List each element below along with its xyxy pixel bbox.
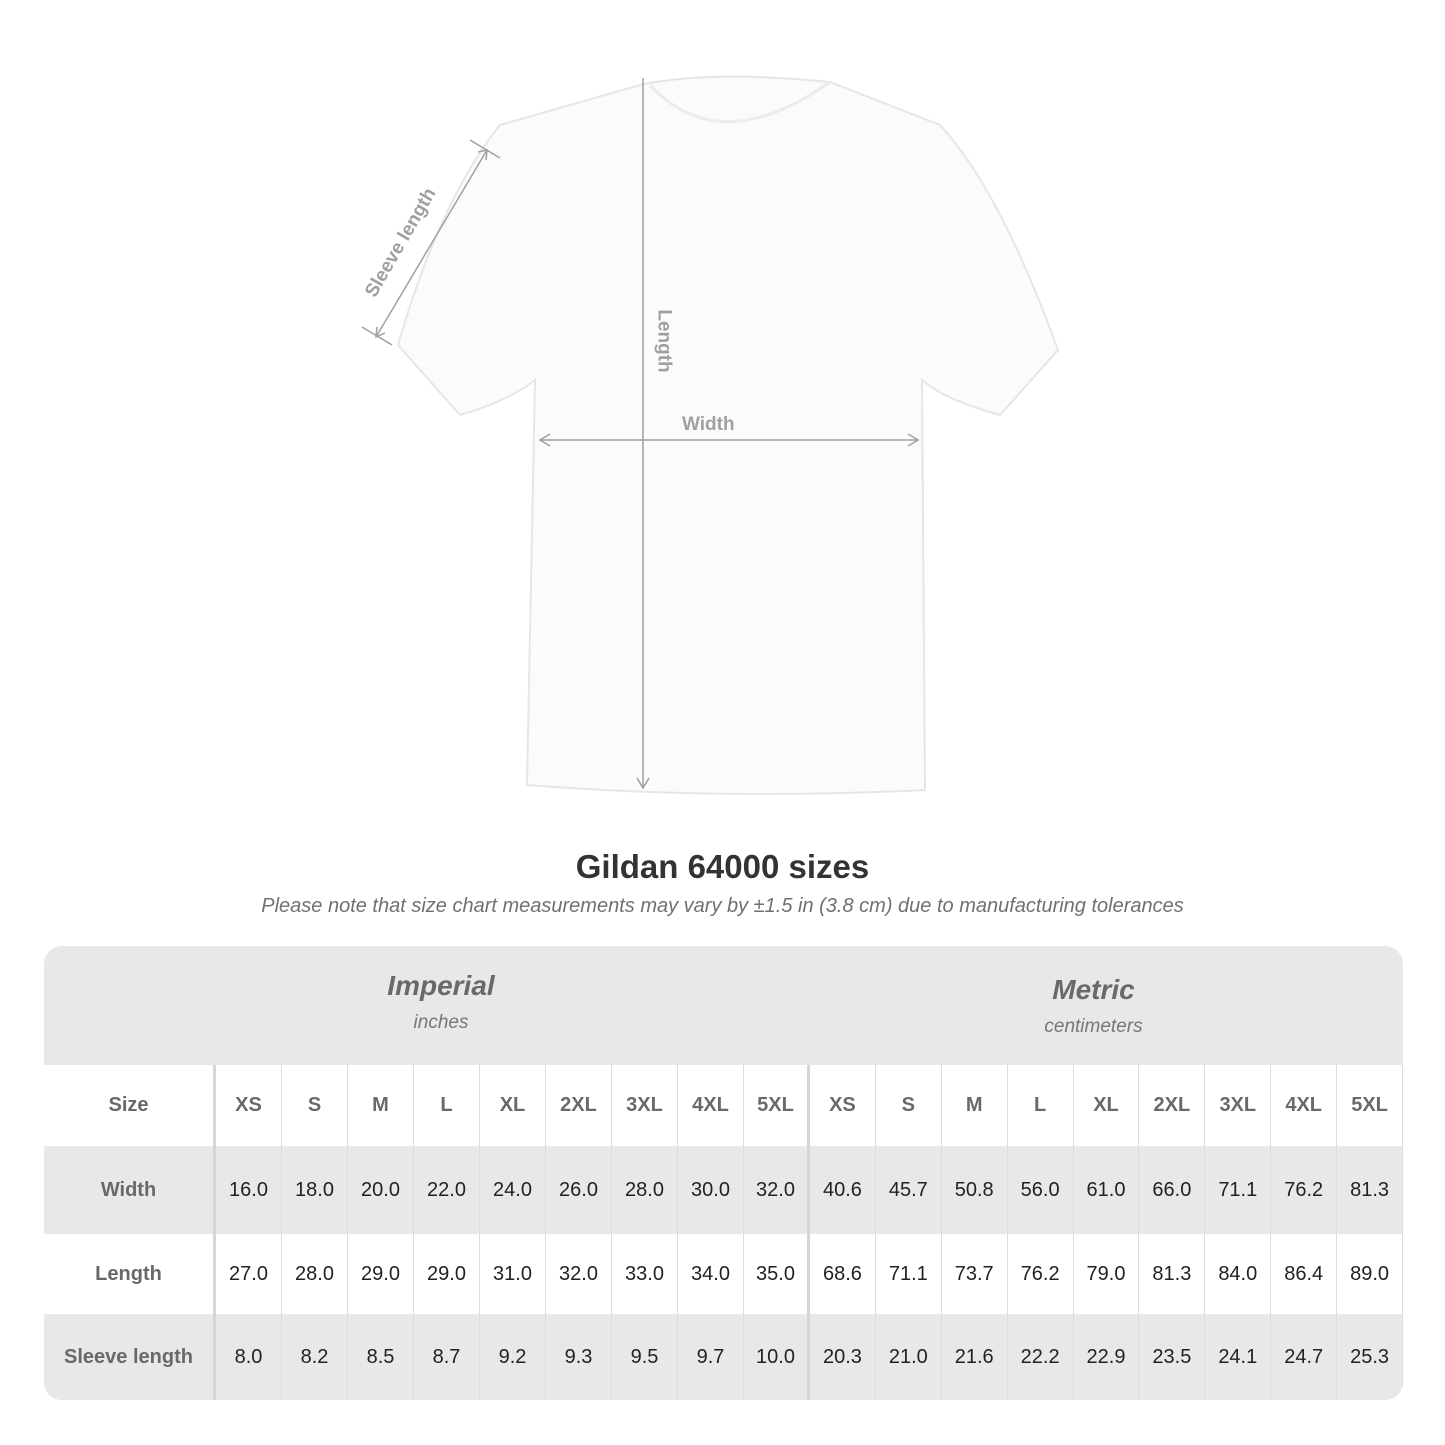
metric-cell: XS — [810, 1065, 876, 1146]
measure-arrows — [361, 78, 920, 790]
imperial-cell: XL — [480, 1065, 546, 1146]
metric-cell: 24.7 — [1271, 1314, 1338, 1400]
imperial-cell: 9.7 — [678, 1314, 744, 1400]
imperial-cell: 28.0 — [282, 1234, 348, 1314]
metric-title: Metric — [1052, 974, 1135, 1005]
imperial-cell: 8.0 — [216, 1314, 282, 1400]
metric-cell: 84.0 — [1205, 1234, 1272, 1314]
imperial-cell: 20.0 — [348, 1146, 414, 1234]
size-table: Imperial inches Metric centimeters Size X… — [44, 946, 1403, 1400]
imperial-unit: inches — [413, 1012, 469, 1033]
imperial-cell: 32.0 — [546, 1234, 612, 1314]
imperial-cell: 35.0 — [744, 1234, 810, 1314]
size-header-row: Size XS S M L XL 2XL 3XL 4XL 5XL XS S M L XL 2XL 3XL 4XL 5… — [44, 1065, 1403, 1146]
table-row: Sleeve length 8.0 8.2 8.5 8.7 9.2 9.3 9.5 9.7 10.… — [44, 1314, 1403, 1400]
metric-cell: 20.3 — [810, 1314, 876, 1400]
row-label: Width — [44, 1146, 216, 1234]
metric-cell: 21.6 — [942, 1314, 1008, 1400]
metric-cell: 71.1 — [1205, 1146, 1272, 1234]
width-label: Width — [682, 414, 735, 435]
metric-cell: 71.1 — [876, 1234, 942, 1314]
table-row: Length 27.0 28.0 29.0 29.0 31.0 32.0 33.0 34.0 35… — [44, 1234, 1403, 1314]
imperial-title: Imperial — [387, 970, 495, 1001]
imperial-cell: 24.0 — [480, 1146, 546, 1234]
imperial-cell: 28.0 — [612, 1146, 678, 1234]
row-label: Length — [44, 1234, 216, 1314]
imperial-cell: 2XL — [546, 1065, 612, 1146]
metric-cell: 5XL — [1337, 1065, 1403, 1146]
metric-cell: 2XL — [1139, 1065, 1206, 1146]
imperial-cell: 32.0 — [744, 1146, 810, 1234]
imperial-cell: 9.2 — [480, 1314, 546, 1400]
imperial-cell: 4XL — [678, 1065, 744, 1146]
imperial-cell: 29.0 — [414, 1234, 480, 1314]
length-label: Length — [653, 309, 675, 373]
imperial-cell: 5XL — [744, 1065, 810, 1146]
table-row: Width 16.0 18.0 20.0 22.0 24.0 26.0 28.0 30.0 32.… — [44, 1146, 1403, 1234]
metric-cell: 40.6 — [810, 1146, 876, 1234]
imperial-cell: S — [282, 1065, 348, 1146]
metric-cell: 81.3 — [1337, 1146, 1403, 1234]
imperial-cell: 9.3 — [546, 1314, 612, 1400]
metric-cell: 24.1 — [1205, 1314, 1272, 1400]
imperial-header: Imperial inches — [216, 946, 666, 1063]
imperial-cell: 22.0 — [414, 1146, 480, 1234]
imperial-cell: 27.0 — [216, 1234, 282, 1314]
metric-cell: 79.0 — [1074, 1234, 1140, 1314]
imperial-cell: 29.0 — [348, 1234, 414, 1314]
imperial-cell: 10.0 — [744, 1314, 810, 1400]
metric-cell: 45.7 — [876, 1146, 942, 1234]
imperial-cell: 18.0 — [282, 1146, 348, 1234]
metric-cell: 66.0 — [1139, 1146, 1206, 1234]
imperial-cell: 34.0 — [678, 1234, 744, 1314]
row-label: Sleeve length — [44, 1314, 216, 1400]
page-title: Gildan 64000 sizes — [575, 848, 870, 885]
metric-unit: centimeters — [1044, 1016, 1143, 1037]
imperial-cell: 3XL — [612, 1065, 678, 1146]
metric-cell: 3XL — [1205, 1065, 1272, 1146]
imperial-cell: 8.2 — [282, 1314, 348, 1400]
metric-cell: XL — [1074, 1065, 1140, 1146]
metric-header: Metric centimeters — [866, 950, 1321, 1067]
imperial-cell: 8.5 — [348, 1314, 414, 1400]
imperial-cell: 16.0 — [216, 1146, 282, 1234]
row-label: Size — [44, 1065, 216, 1146]
imperial-cell: L — [414, 1065, 480, 1146]
metric-cell: 73.7 — [942, 1234, 1008, 1314]
imperial-cell: 33.0 — [612, 1234, 678, 1314]
metric-cell: 76.2 — [1008, 1234, 1074, 1314]
imperial-cell: M — [348, 1065, 414, 1146]
metric-cell: 89.0 — [1337, 1234, 1403, 1314]
metric-cell: 68.6 — [810, 1234, 876, 1314]
metric-cell: 21.0 — [876, 1314, 942, 1400]
metric-cell: 61.0 — [1074, 1146, 1140, 1234]
imperial-cell: 30.0 — [678, 1146, 744, 1234]
imperial-cell: XS — [216, 1065, 282, 1146]
imperial-cell: 9.5 — [612, 1314, 678, 1400]
metric-cell: 22.2 — [1008, 1314, 1074, 1400]
tshirt-image — [396, 75, 1060, 795]
tolerance-note: Please note that size chart measurements… — [261, 895, 1184, 917]
metric-cell: 4XL — [1271, 1065, 1338, 1146]
metric-cell: S — [876, 1065, 942, 1146]
metric-cell: 25.3 — [1337, 1314, 1403, 1400]
metric-cell: L — [1008, 1065, 1074, 1146]
tshirt-diagram — [361, 75, 1060, 795]
metric-cell: 50.8 — [942, 1146, 1008, 1234]
metric-cell: 81.3 — [1139, 1234, 1206, 1314]
metric-cell: 23.5 — [1139, 1314, 1206, 1400]
metric-cell: 76.2 — [1271, 1146, 1338, 1234]
metric-cell: 22.9 — [1074, 1314, 1140, 1400]
metric-cell: 56.0 — [1008, 1146, 1074, 1234]
imperial-cell: 26.0 — [546, 1146, 612, 1234]
metric-cell: 86.4 — [1271, 1234, 1338, 1314]
metric-cell: M — [942, 1065, 1008, 1146]
imperial-cell: 31.0 — [480, 1234, 546, 1314]
imperial-cell: 8.7 — [414, 1314, 480, 1400]
